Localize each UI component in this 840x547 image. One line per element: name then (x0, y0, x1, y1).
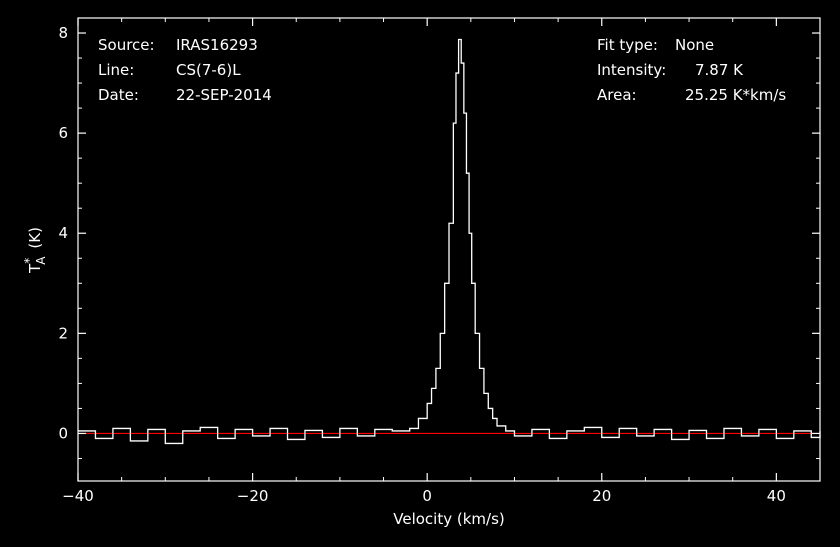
x-tick-label: 20 (592, 487, 611, 505)
fit-type-label: Fit type: (597, 36, 658, 54)
intensity-label: Intensity: (597, 61, 666, 79)
source-label: Source: (98, 36, 155, 54)
svg-text:T*A(K): T*A(K) (22, 227, 48, 274)
area-value: 25.25 K*km/s (685, 86, 786, 104)
x-tick-label: 0 (422, 487, 432, 505)
line-label: Line: (98, 61, 134, 79)
y-tick-label: 0 (58, 424, 68, 442)
y-tick-label: 6 (58, 124, 68, 142)
date-value: 22-SEP-2014 (176, 86, 272, 104)
x-axis-ticks: −40 −20 0 20 40 (62, 18, 821, 505)
source-value: IRAS16293 (176, 36, 258, 54)
date-label: Date: (98, 86, 139, 104)
x-axis-title: Velocity (km/s) (393, 510, 504, 528)
y-axis-ticks: 0 2 4 6 8 (58, 24, 820, 459)
y-tick-label: 2 (58, 324, 68, 342)
y-axis-title: T*A(K) (22, 227, 48, 274)
x-tick-label: 40 (767, 487, 786, 505)
plot-frame (77, 17, 821, 482)
intensity-value: 7.87 K (695, 61, 744, 79)
y-tick-label: 4 (58, 224, 68, 242)
header-left: Source: IRAS16293 Line: CS(7-6)L Date: 2… (98, 36, 272, 104)
x-tick-label: −20 (237, 487, 269, 505)
spectrum-line (78, 38, 821, 445)
x-tick-label: −40 (62, 487, 94, 505)
y-tick-label: 8 (58, 24, 68, 42)
header-right: Fit type: None Intensity: 7.87 K Area: 2… (597, 36, 786, 104)
area-label: Area: (597, 86, 637, 104)
fit-type-value: None (675, 36, 714, 54)
line-value: CS(7-6)L (176, 61, 241, 79)
